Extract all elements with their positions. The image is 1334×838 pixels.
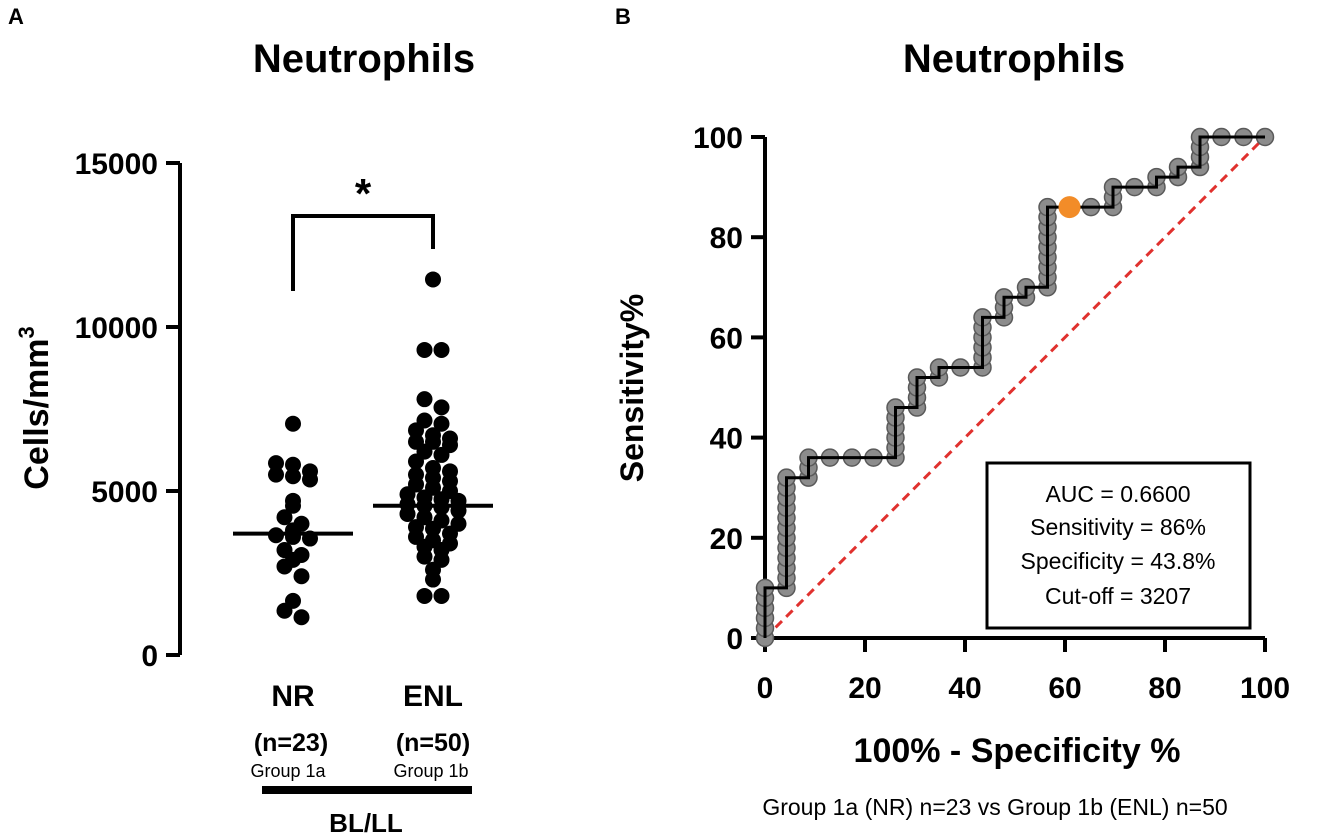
data-point bbox=[416, 587, 433, 604]
data-point bbox=[425, 427, 441, 444]
stat-sensitivity: Sensitivity = 86% bbox=[1030, 514, 1206, 540]
reference-diagonal-line bbox=[763, 135, 1267, 640]
data-point bbox=[285, 492, 301, 509]
data-point bbox=[293, 568, 310, 585]
panel-a-label: A bbox=[8, 4, 24, 29]
panel-a-y-axis-label: Cells/mm3 bbox=[14, 326, 56, 489]
stat-specificity: Specificity = 43.8% bbox=[1021, 548, 1216, 574]
data-point bbox=[416, 509, 433, 526]
category-n-nr: (n=23) bbox=[254, 729, 328, 757]
data-point bbox=[285, 415, 301, 432]
y-tick-label: 0 bbox=[726, 623, 743, 656]
x-tick-label: 100 bbox=[1240, 672, 1290, 705]
data-point bbox=[425, 271, 441, 288]
data-point bbox=[276, 542, 293, 559]
x-tick-label: 0 bbox=[757, 672, 774, 705]
y-tick-label: 20 bbox=[710, 523, 743, 556]
significance-bracket: * bbox=[291, 170, 435, 291]
data-point bbox=[416, 412, 433, 429]
stats-box: AUC = 0.6600 Sensitivity = 86% Specifici… bbox=[985, 461, 1252, 630]
x-tick-label: 80 bbox=[1148, 672, 1181, 705]
x-tick-label: 20 bbox=[848, 672, 881, 705]
data-point bbox=[408, 433, 424, 450]
stat-cutoff: Cut-off = 3207 bbox=[1045, 583, 1191, 609]
data-point bbox=[433, 415, 450, 432]
group-bracket-label: BL/LL bbox=[329, 808, 403, 838]
data-point bbox=[433, 587, 450, 604]
data-point bbox=[442, 463, 458, 480]
data-point bbox=[433, 399, 450, 416]
panel-a-median-lines bbox=[233, 503, 493, 536]
data-point bbox=[293, 515, 310, 532]
data-point bbox=[285, 456, 301, 473]
reference-line bbox=[763, 135, 1267, 640]
roc-curve bbox=[763, 135, 1265, 638]
panel-b-y-axis-label: Sensitivity% bbox=[614, 294, 650, 483]
data-point bbox=[433, 341, 450, 358]
y-tick-label: 10000 bbox=[75, 312, 158, 345]
y-tick-label: 0 bbox=[141, 640, 158, 673]
data-point bbox=[276, 509, 293, 526]
data-point bbox=[416, 391, 433, 408]
data-point bbox=[268, 455, 284, 472]
cutoff-marker bbox=[1058, 196, 1081, 219]
panel-a-x-labels: NR ENL (n=23) (n=50) Group 1a Group 1b B… bbox=[250, 680, 472, 838]
data-point bbox=[433, 512, 450, 529]
category-n-enl: (n=50) bbox=[396, 729, 470, 757]
data-point bbox=[268, 466, 284, 483]
y-tick-label: 60 bbox=[710, 322, 743, 355]
y-tick-label: 5000 bbox=[91, 476, 158, 509]
category-label-nr: NR bbox=[271, 680, 315, 713]
data-point bbox=[425, 460, 441, 477]
category-group-nr: Group 1a bbox=[250, 761, 326, 781]
panel-b-caption: Group 1a (NR) n=23 vs Group 1b (ENL) n=5… bbox=[762, 794, 1227, 820]
panel-a-y-axis: 0 5000 10000 15000 bbox=[75, 148, 182, 673]
panel-b-x-axis-label: 100% - Specificity % bbox=[854, 732, 1181, 770]
stats-box-frame bbox=[985, 461, 1252, 630]
data-point bbox=[285, 468, 301, 485]
data-point bbox=[408, 466, 424, 483]
category-label-enl: ENL bbox=[403, 680, 463, 713]
panel-b-axes: 0 20 40 60 80 100 0 20 40 60 80 100 bbox=[693, 122, 1290, 705]
panel-a-data-points bbox=[268, 271, 467, 626]
category-group-enl: Group 1b bbox=[393, 761, 468, 781]
panel-b-label: B bbox=[615, 4, 631, 29]
significance-star: * bbox=[355, 170, 372, 217]
data-point bbox=[442, 430, 458, 447]
y-tick-label: 15000 bbox=[75, 148, 158, 181]
y-tick-label: 40 bbox=[710, 423, 743, 456]
data-point bbox=[285, 592, 301, 609]
roc-step-line bbox=[763, 135, 1265, 638]
y-tick-label: 100 bbox=[693, 122, 743, 155]
data-point bbox=[450, 515, 467, 532]
data-point bbox=[425, 532, 441, 549]
cutoff-point bbox=[1058, 196, 1081, 219]
stat-auc: AUC = 0.6600 bbox=[1045, 481, 1190, 507]
data-point bbox=[416, 341, 433, 358]
x-tick-label: 60 bbox=[1048, 672, 1081, 705]
data-point bbox=[293, 546, 310, 563]
x-tick-label: 40 bbox=[948, 672, 981, 705]
panel-a-title: Neutrophils bbox=[253, 37, 475, 81]
data-point bbox=[293, 609, 310, 626]
y-tick-label: 80 bbox=[710, 222, 743, 255]
panel-b-title: Neutrophils bbox=[903, 37, 1125, 81]
data-point bbox=[302, 463, 318, 480]
